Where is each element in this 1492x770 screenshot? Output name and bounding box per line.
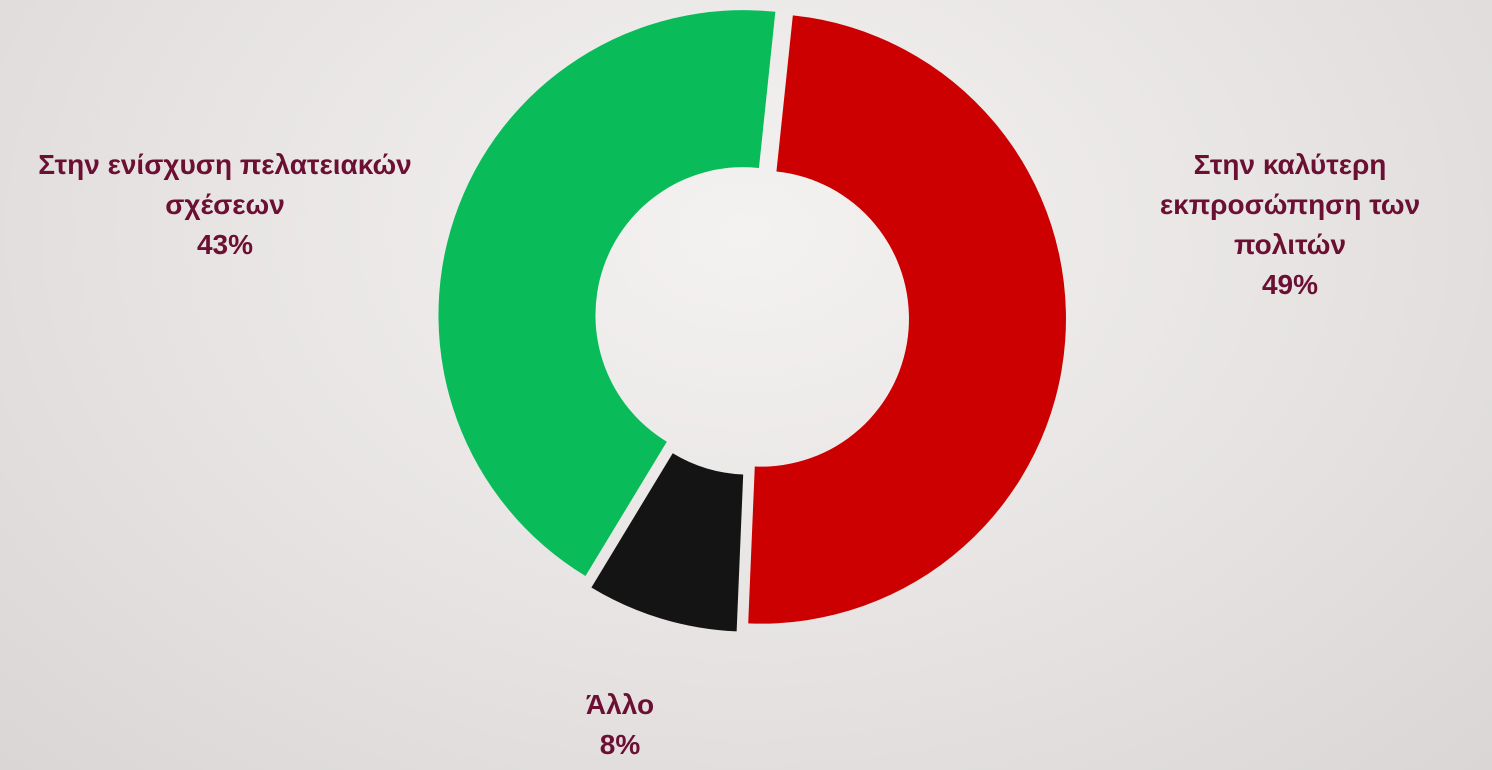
slice-label: Στην καλύτερη εκπροσώπηση των πολιτών 49… bbox=[1140, 145, 1440, 305]
category-label: Άλλο bbox=[520, 685, 720, 725]
chart: Στην καλύτερη εκπροσώπηση των πολιτών 49… bbox=[0, 0, 1492, 770]
category-label: Στην ενίσχυση πελατειακών σχέσεων bbox=[10, 145, 440, 225]
donut-slice bbox=[748, 15, 1066, 623]
donut-plot bbox=[0, 0, 1492, 770]
value-label: 8% bbox=[520, 725, 720, 765]
category-label: Στην καλύτερη εκπροσώπηση των πολιτών bbox=[1140, 145, 1440, 265]
value-label: 43% bbox=[10, 225, 440, 265]
slice-label: Στην ενίσχυση πελατειακών σχέσεων 43% bbox=[10, 145, 440, 265]
value-label: 49% bbox=[1140, 265, 1440, 305]
slice-label: Άλλο 8% bbox=[520, 685, 720, 765]
